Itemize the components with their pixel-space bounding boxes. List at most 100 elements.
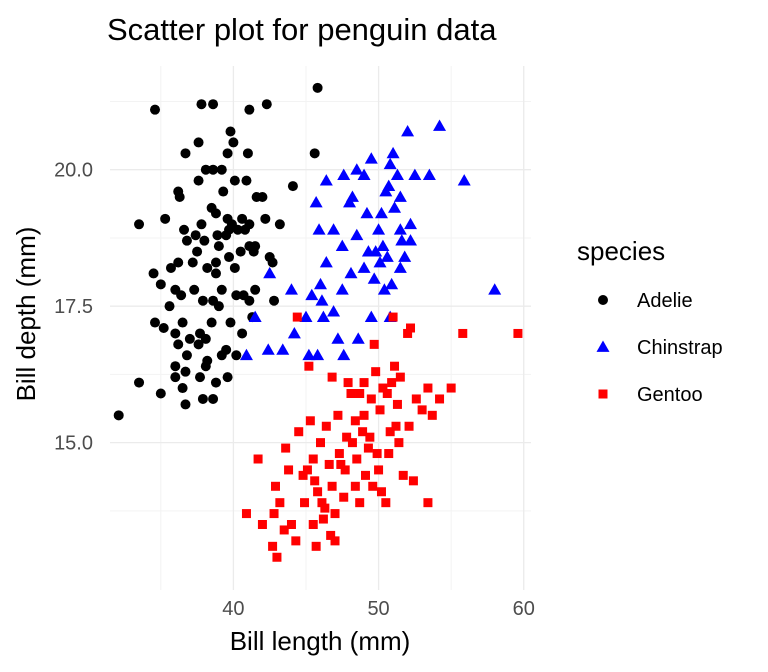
data-point-adelie xyxy=(240,224,251,235)
data-point-gentoo xyxy=(327,372,337,382)
data-point-chinstrap xyxy=(357,168,371,181)
data-point-adelie xyxy=(202,262,213,273)
data-point-chinstrap xyxy=(386,146,400,159)
legend-label-gentoo: Gentoo xyxy=(637,384,703,406)
data-point-adelie xyxy=(210,377,221,388)
data-point-adelie xyxy=(170,328,181,339)
data-point-gentoo xyxy=(310,476,320,486)
data-point-gentoo xyxy=(375,405,385,415)
data-point-chinstrap xyxy=(350,228,364,241)
data-point-chinstrap xyxy=(376,239,390,251)
data-point-adelie xyxy=(165,262,176,273)
data-point-gentoo xyxy=(326,530,336,540)
data-points xyxy=(113,82,523,562)
data-point-gentoo xyxy=(376,487,386,497)
data-point-gentoo xyxy=(458,328,468,338)
data-point-chinstrap xyxy=(393,261,407,273)
data-point-adelie xyxy=(216,350,227,361)
data-point-gentoo xyxy=(313,487,323,497)
data-point-adelie xyxy=(155,279,166,290)
data-point-gentoo xyxy=(300,498,310,508)
data-point-chinstrap xyxy=(372,223,386,235)
data-point-gentoo xyxy=(371,367,381,377)
data-point-adelie xyxy=(231,290,242,301)
data-point-gentoo xyxy=(398,470,408,480)
data-point-chinstrap xyxy=(327,223,341,235)
data-point-gentoo xyxy=(374,465,384,475)
data-point-adelie xyxy=(134,377,145,388)
data-point-chinstrap xyxy=(422,168,436,181)
data-point-gentoo xyxy=(340,465,350,475)
data-point-adelie xyxy=(181,235,192,246)
data-point-gentoo xyxy=(272,552,282,562)
data-point-chinstrap xyxy=(488,283,502,295)
data-point-adelie xyxy=(287,181,298,192)
data-point-adelie xyxy=(206,202,217,213)
data-point-chinstrap xyxy=(395,234,409,246)
data-point-adelie xyxy=(213,241,224,252)
data-point-gentoo xyxy=(302,465,312,475)
data-point-gentoo xyxy=(294,427,304,437)
data-point-gentoo xyxy=(275,498,285,508)
data-point-gentoo xyxy=(284,465,294,475)
data-point-gentoo xyxy=(390,361,400,371)
data-point-chinstrap xyxy=(408,168,422,181)
data-point-gentoo xyxy=(352,454,362,464)
y-tick-label: 20.0 xyxy=(54,160,93,182)
data-point-adelie xyxy=(148,268,159,279)
series-adelie xyxy=(113,82,323,421)
data-point-adelie xyxy=(150,317,161,328)
data-point-gentoo xyxy=(343,378,353,388)
data-point-adelie xyxy=(170,361,181,372)
data-point-adelie xyxy=(160,213,171,224)
data-point-gentoo xyxy=(347,438,357,448)
data-point-gentoo xyxy=(241,509,251,519)
y-axis-ticks: 15.0 17.5 20.0 xyxy=(54,160,93,455)
data-point-adelie xyxy=(250,284,261,295)
data-point-adelie xyxy=(210,257,221,268)
data-point-chinstrap xyxy=(357,261,371,273)
data-point-adelie xyxy=(193,137,204,148)
data-point-gentoo xyxy=(359,378,369,388)
data-point-gentoo xyxy=(394,438,404,448)
legend: species Adelie Chinstrap Gentoo xyxy=(577,236,723,406)
data-point-adelie xyxy=(184,333,195,344)
data-point-chinstrap xyxy=(314,277,327,290)
data-point-chinstrap xyxy=(302,348,316,361)
data-point-chinstrap xyxy=(393,190,407,202)
data-point-chinstrap xyxy=(374,206,388,219)
data-point-chinstrap xyxy=(287,326,301,339)
data-point-chinstrap xyxy=(337,348,351,361)
data-point-adelie xyxy=(216,164,227,175)
data-point-gentoo xyxy=(406,323,416,333)
data-point-gentoo xyxy=(423,498,433,508)
data-point-adelie xyxy=(208,99,219,110)
data-point-adelie xyxy=(260,213,271,224)
data-point-gentoo xyxy=(327,481,337,491)
data-point-chinstrap xyxy=(379,185,393,197)
data-point-gentoo xyxy=(342,432,352,442)
x-axis-ticks: 40 50 60 xyxy=(222,598,535,620)
data-point-chinstrap xyxy=(335,283,349,295)
data-point-gentoo xyxy=(324,459,334,469)
data-point-gentoo xyxy=(411,394,421,404)
data-point-adelie xyxy=(173,339,184,350)
data-point-gentoo xyxy=(317,498,327,508)
data-point-gentoo xyxy=(388,312,398,322)
data-point-gentoo xyxy=(366,394,376,404)
data-point-chinstrap xyxy=(373,256,387,268)
legend-key-gentoo xyxy=(598,389,608,399)
data-point-gentoo xyxy=(304,361,314,371)
data-point-chinstrap xyxy=(316,310,330,322)
data-point-adelie xyxy=(134,219,145,230)
data-point-chinstrap xyxy=(309,195,323,208)
data-point-gentoo xyxy=(513,328,523,338)
data-point-chinstrap xyxy=(404,217,418,230)
data-point-gentoo xyxy=(381,498,391,508)
data-point-chinstrap xyxy=(284,283,298,295)
data-point-adelie xyxy=(180,148,191,159)
data-point-adelie xyxy=(267,257,278,268)
data-point-adelie xyxy=(197,295,208,306)
data-point-gentoo xyxy=(408,476,418,486)
